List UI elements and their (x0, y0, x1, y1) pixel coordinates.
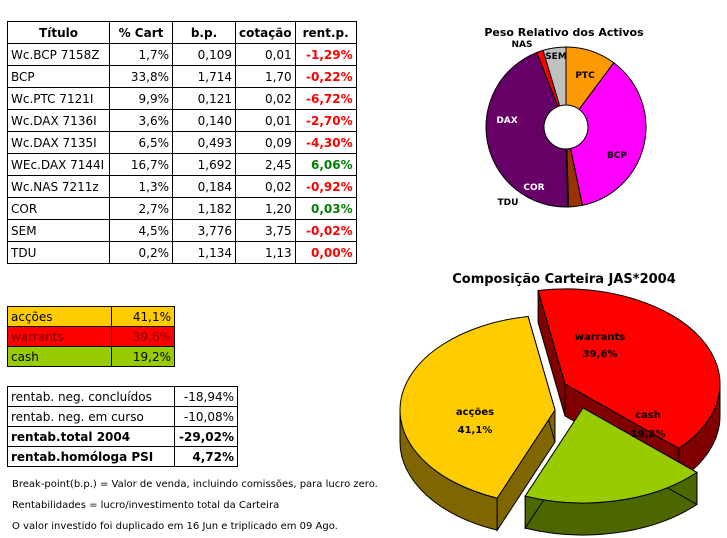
pie3d-slice-acções (399, 315, 556, 499)
pie3d-label-warrants: warrants (575, 332, 625, 343)
donut-slice-dax (485, 51, 569, 208)
pie3d-value-acções: 41,1% (458, 425, 493, 436)
table-row: TDU 0,2% 1,134 1,13 0,00% (7, 241, 357, 264)
cell-titulo: Wc.BCP 7158Z (7, 43, 110, 66)
cell-cart: 16,7% (109, 153, 173, 176)
note-investment: O valor investido foi duplicado em 16 Ju… (12, 521, 338, 532)
allocation-row: cash 19,2% (7, 346, 175, 367)
cell-titulo: SEM (7, 219, 110, 242)
pie3d-slice-warrants (537, 288, 721, 450)
cell-cart: 0,2% (109, 241, 173, 264)
donut-slice-sem (542, 46, 567, 107)
note-rentabilidades: Rentabilidades = lucro/investimento tota… (12, 500, 280, 511)
portfolio-header-row: Título % Cart b.p. cotação rent.p. (7, 21, 357, 44)
table-row: BCP 33,8% 1,714 1,70 -0,22% (7, 65, 357, 88)
donut-label-bcp: BCP (607, 151, 627, 161)
header-rent: rent.p. (294, 21, 357, 44)
cell-titulo: Wc.DAX 7136I (7, 109, 110, 132)
cell-bp: 1,714 (172, 65, 236, 88)
cell-cart: 3,6% (109, 109, 173, 132)
allocation-value: 39,6% (111, 326, 175, 347)
pie3d-value-cash: 19,2% (631, 429, 666, 440)
returns-row: rentab.homóloga PSI 4,72% (7, 446, 238, 467)
returns-value: 4,72% (174, 446, 238, 467)
donut-label-dax: DAX (496, 116, 517, 126)
cell-cart: 6,5% (109, 131, 173, 154)
note-break-point: Break-point(b.p.) = Valor de venda, incl… (12, 479, 378, 490)
cell-bp: 0,184 (172, 175, 236, 198)
cell-cart: 9,9% (109, 87, 173, 110)
cell-rent: -0,92% (294, 175, 357, 198)
cell-rent: -0,22% (294, 65, 357, 88)
pie3d-label-acções: acções (456, 407, 494, 418)
allocation-body: acções 41,1% warrants 39,6% cash 19,2% (7, 306, 175, 367)
cell-bp: 1,692 (172, 153, 236, 176)
donut-slice-bcp (569, 62, 647, 206)
allocation-table: acções 41,1% warrants 39,6% cash 19,2% (7, 306, 175, 367)
returns-value: -29,02% (174, 426, 238, 447)
portfolio-body: Wc.BCP 7158Z 1,7% 0,109 0,01 -1,29% BCP 33,8% 1… (7, 43, 357, 264)
portfolio-table: Título % Cart b.p. cotação rent.p. Wc.BC… (7, 21, 357, 264)
returns-row: rentab. neg. concluídos -18,94% (7, 386, 238, 407)
cell-rent: 6,06% (294, 153, 357, 176)
cell-bp: 0,140 (172, 109, 236, 132)
pie3d-title: Composição Carteira JAS*2004 (452, 272, 676, 287)
donut-label-cor: COR (523, 183, 544, 193)
allocation-value: 19,2% (111, 346, 175, 367)
allocation-row: acções 41,1% (7, 306, 175, 327)
cell-titulo: Wc.NAS 7211z (7, 175, 110, 198)
cell-titulo: Wc.PTC 7121I (7, 87, 110, 110)
pie3d-chart: warrants 39,6% cash 19,2% acções 41,1% (399, 288, 721, 536)
cell-bp: 3,776 (172, 219, 236, 242)
table-row: Wc.DAX 7136I 3,6% 0,140 0,01 -2,70% (7, 109, 357, 132)
allocation-row: warrants 39,6% (7, 326, 175, 347)
cell-rent: -2,70% (294, 109, 357, 132)
cell-titulo: TDU (7, 241, 110, 264)
cell-rent: -6,72% (294, 87, 357, 110)
cell-bp: 0,121 (172, 87, 236, 110)
cell-bp: 1,134 (172, 241, 236, 264)
cell-rent: 0,00% (294, 241, 357, 264)
allocation-value: 41,1% (111, 306, 175, 327)
donut-label-tdu: TDU (498, 198, 519, 208)
pie3d-slice-cash (524, 407, 698, 504)
returns-body: rentab. neg. concluídos -18,94% rentab. ne… (7, 386, 238, 467)
table-row: Wc.NAS 7211z 1,3% 0,184 0,02 -0,92% (7, 175, 357, 198)
donut-label-sem: SEM (545, 52, 567, 62)
pie3d-label-cash: cash (635, 410, 661, 421)
table-row: Wc.BCP 7158Z 1,7% 0,109 0,01 -1,29% (7, 43, 357, 66)
donut-title: Peso Relativo dos Activos (484, 26, 644, 39)
pie3d-value-warrants: 39,6% (583, 349, 618, 360)
donut-label-nas: NAS (512, 40, 533, 50)
donut-label-ptc: PTC (575, 71, 595, 81)
table-row: Wc.PTC 7121I 9,9% 0,121 0,02 -6,72% (7, 87, 357, 110)
returns-value: -18,94% (174, 386, 238, 407)
table-row: Wc.DAX 7135I 6,5% 0,493 0,09 -4,30% (7, 131, 357, 154)
cell-rent: -1,29% (294, 43, 357, 66)
cell-rent: -4,30% (294, 131, 357, 154)
table-row: SEM 4,5% 3,776 3,75 -0,02% (7, 219, 357, 242)
donut-chart: PTC BCP COR TDU DAX NAS SEM (485, 40, 647, 208)
returns-table: rentab. neg. concluídos -18,94% rentab. ne… (7, 386, 238, 467)
